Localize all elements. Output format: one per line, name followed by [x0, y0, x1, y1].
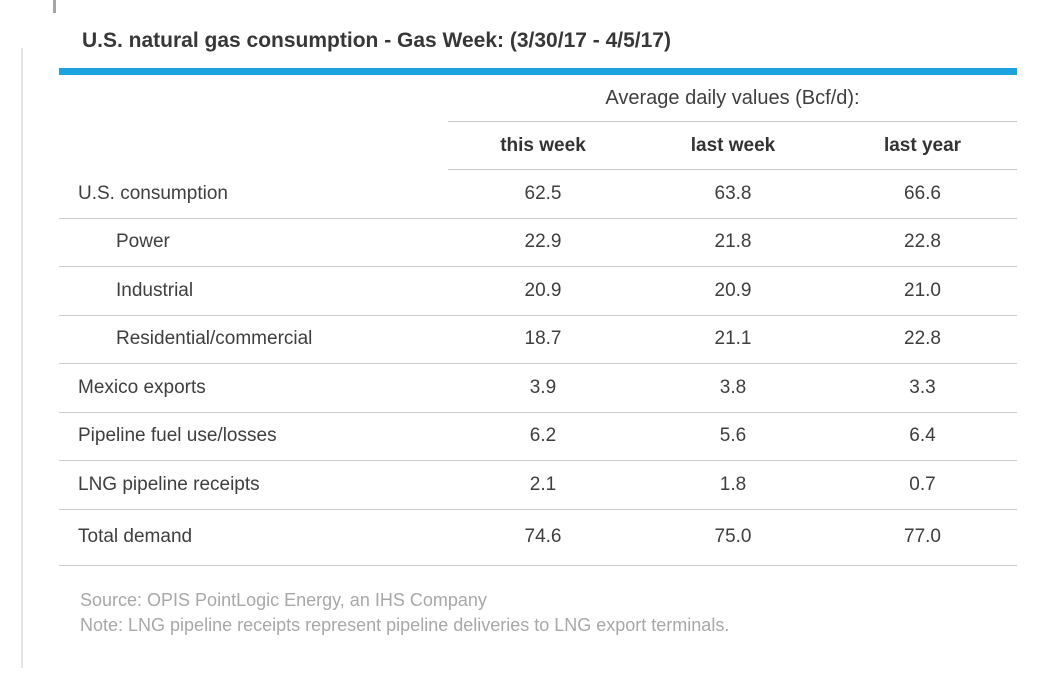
row-label: Total demand	[78, 526, 193, 548]
row-value: 5.6	[719, 425, 747, 447]
table-row: Residential/commercial 18.7 21.1 22.8	[59, 316, 1017, 364]
row-value: 21.0	[904, 279, 941, 301]
accent-bar	[59, 68, 1017, 75]
row-value: 63.8	[714, 182, 752, 204]
row-value: 3.8	[719, 376, 747, 398]
row-value: 20.9	[714, 279, 752, 301]
row-value: 77.0	[904, 526, 941, 548]
row-value: 21.1	[714, 328, 752, 350]
column-header-spacer	[59, 122, 448, 170]
row-value: 18.7	[524, 328, 562, 350]
row-value: 20.9	[524, 279, 562, 301]
row-value: 74.6	[524, 526, 562, 548]
source-note: Source: OPIS PointLogic Energy, an IHS C…	[80, 590, 487, 610]
row-value: 22.8	[904, 328, 941, 350]
table-row: Total demand 74.6 75.0 77.0	[59, 510, 1017, 566]
page-title: U.S. natural gas consumption - Gas Week:…	[82, 29, 671, 52]
group-header: Average daily values (Bcf/d):	[448, 75, 1017, 122]
row-value: 0.7	[909, 473, 936, 495]
column-header-last-year: last year	[828, 122, 1017, 170]
row-label: Residential/commercial	[116, 328, 313, 350]
table-row: LNG pipeline receipts 2.1 1.8 0.7	[59, 461, 1017, 510]
table-body: U.S. consumption 62.5 63.8 66.6 Power 22…	[59, 170, 1017, 566]
page-edge-tick	[53, 0, 56, 13]
lng-note: Note: LNG pipeline receipts represent pi…	[80, 615, 730, 635]
row-label: Mexico exports	[78, 376, 206, 398]
row-value: 6.4	[909, 425, 936, 447]
left-border-line	[21, 48, 23, 668]
row-value: 2.1	[529, 473, 557, 495]
table-row: U.S. consumption 62.5 63.8 66.6	[59, 170, 1017, 219]
table-row: Pipeline fuel use/losses 6.2 5.6 6.4	[59, 413, 1017, 461]
row-value: 66.6	[904, 182, 941, 204]
table-row: Mexico exports 3.9 3.8 3.3	[59, 364, 1017, 413]
column-header-row: this week last week last year	[59, 122, 1017, 170]
row-label: LNG pipeline receipts	[78, 473, 260, 495]
gas-week-report: U.S. natural gas consumption - Gas Week:…	[59, 30, 1017, 638]
row-value: 22.8	[904, 231, 941, 253]
row-value: 1.8	[719, 473, 747, 495]
table-row: Power 22.9 21.8 22.8	[59, 219, 1017, 267]
row-label: Industrial	[116, 279, 194, 301]
row-value: 22.9	[524, 231, 562, 253]
row-label: U.S. consumption	[78, 182, 228, 204]
group-header-row: Average daily values (Bcf/d):	[59, 75, 1017, 122]
row-value: 75.0	[714, 526, 752, 548]
row-value: 3.9	[529, 376, 557, 398]
table-row: Industrial 20.9 20.9 21.0	[59, 267, 1017, 316]
row-value: 21.8	[714, 231, 752, 253]
column-header-last-week: last week	[638, 122, 828, 170]
column-header-this-week: this week	[448, 122, 638, 170]
row-label: Power	[116, 231, 170, 253]
row-value: 62.5	[524, 182, 562, 204]
row-value: 3.3	[909, 376, 936, 398]
row-label: Pipeline fuel use/losses	[78, 425, 277, 447]
footer-notes: Source: OPIS PointLogic Energy, an IHS C…	[59, 566, 1017, 638]
row-value: 6.2	[529, 425, 557, 447]
